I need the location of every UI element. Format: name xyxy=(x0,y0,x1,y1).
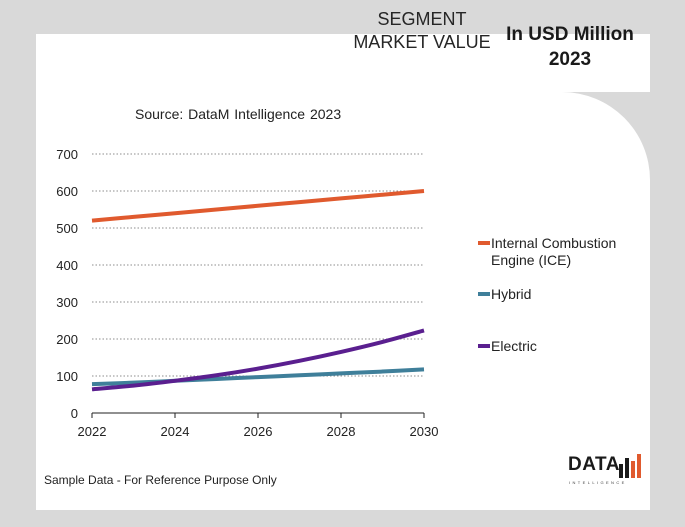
series-line-2 xyxy=(91,328,425,392)
legend-swatch xyxy=(478,344,490,348)
series-line-1 xyxy=(91,367,425,387)
segment-title: SEGMENT MARKET VALUE xyxy=(353,9,491,52)
legend-swatch xyxy=(478,241,490,245)
source-label: Source: DataM Intelligence 2023 xyxy=(135,106,342,122)
chart-card xyxy=(36,34,650,510)
y-tick-label: 700 xyxy=(56,147,78,162)
y-tick-label: 400 xyxy=(56,258,78,273)
legend-label: Electric xyxy=(491,338,537,354)
legend-swatch xyxy=(478,292,490,296)
y-tick-label: 200 xyxy=(56,332,78,347)
logo-bars-icon xyxy=(619,454,641,478)
logo-word: DATA xyxy=(568,454,620,475)
x-tick-label: 2028 xyxy=(327,424,356,439)
legend-label: Internal Combustion Engine (ICE) xyxy=(491,235,617,268)
x-tick-label: 2030 xyxy=(410,424,439,439)
y-tick-label: 600 xyxy=(56,184,78,199)
x-tick-label: 2026 xyxy=(244,424,273,439)
legend-label: Hybrid xyxy=(491,286,532,302)
y-tick-label: 0 xyxy=(71,406,78,421)
footnote: Sample Data - For Reference Purpose Only xyxy=(44,473,277,487)
y-tick-label: 500 xyxy=(56,221,78,236)
series-line-0 xyxy=(91,189,425,223)
logo-subtitle: INTELLIGENCE xyxy=(569,480,627,485)
datam-logo: DATA INTELLIGENCE xyxy=(568,452,642,492)
x-tick-label: 2022 xyxy=(78,424,107,439)
x-tick-label: 2024 xyxy=(161,424,190,439)
unit-title: In USD Million 2023 xyxy=(506,24,634,70)
y-tick-label: 100 xyxy=(56,369,78,384)
y-tick-label: 300 xyxy=(56,295,78,310)
